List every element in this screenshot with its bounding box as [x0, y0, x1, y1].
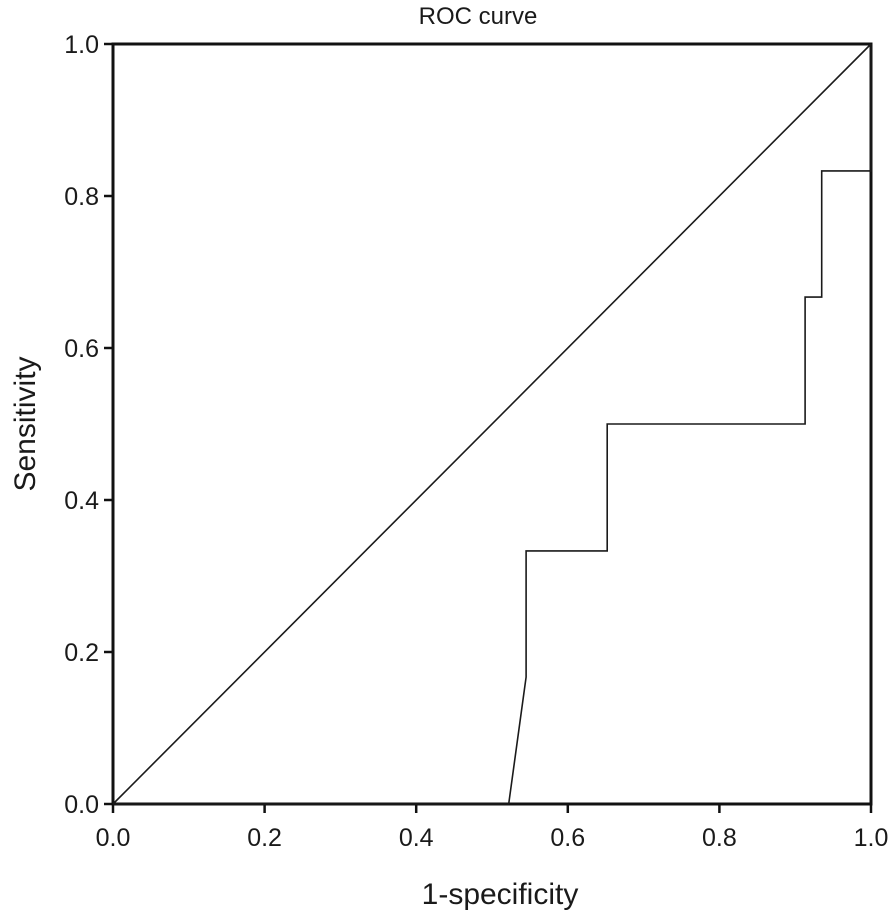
x-tick-label: 0.4: [399, 824, 434, 852]
chart-title: ROC curve: [419, 3, 538, 30]
y-tick-label: 0.4: [64, 487, 99, 515]
y-tick-label: 0.8: [64, 183, 99, 211]
reference-diagonal-line: [112, 43, 872, 805]
x-tick-label: 1.0: [854, 824, 889, 852]
y-tick-label: 1.0: [64, 31, 99, 59]
y-tick-label: 0.2: [64, 639, 99, 667]
x-axis-title: 1-specificity: [422, 878, 579, 911]
y-tick-label: 0.6: [64, 335, 99, 363]
y-axis-title: Sensitivity: [9, 356, 42, 491]
x-tick-label: 0.8: [702, 824, 737, 852]
x-tick-label: 0.6: [550, 824, 585, 852]
x-tick-label: 0.0: [96, 824, 131, 852]
roc-curve-line: [113, 44, 872, 805]
plot-area: 0.0 0.2 0.4 0.6 0.8 1.0 0.0 0.2 0.4 0.6 0.8 1.0: [64, 31, 888, 852]
y-tick-label: 0.0: [64, 791, 99, 819]
x-tick-label: 0.2: [247, 824, 282, 852]
